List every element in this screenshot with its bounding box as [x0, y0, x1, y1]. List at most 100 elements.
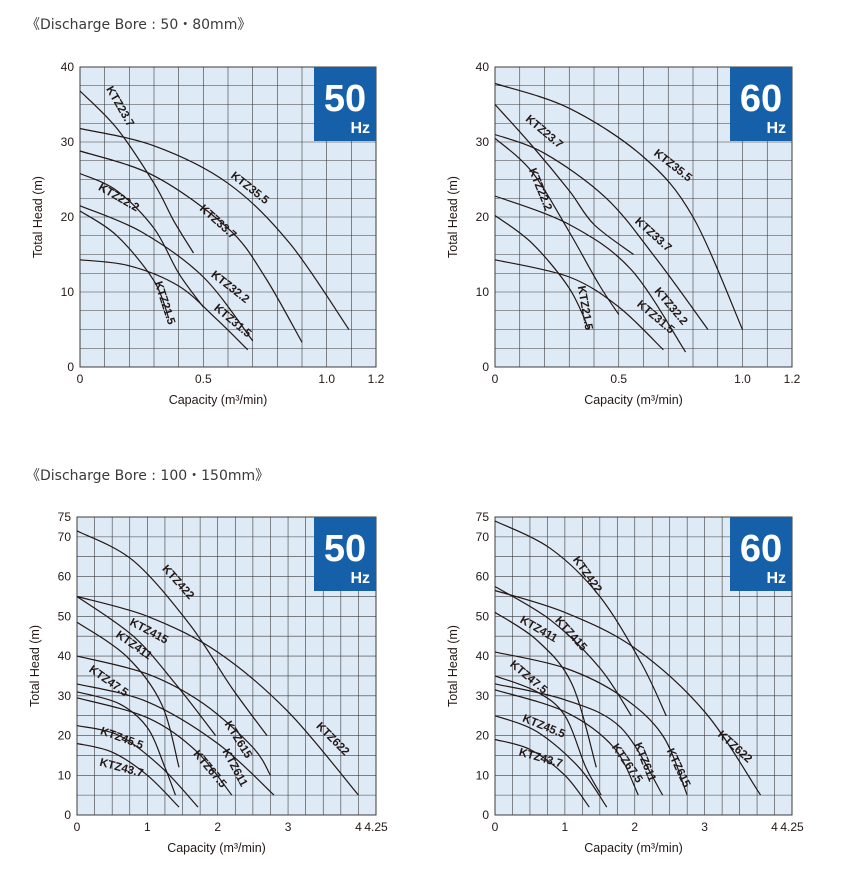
y-tick-label: 10 [476, 768, 490, 782]
series-line-ktz43-7 [76, 742, 180, 808]
series-line-ktz21-5 [79, 210, 170, 319]
series-line-ktz31-5 [494, 259, 664, 351]
y-tick-label: 20 [476, 729, 490, 743]
chart-3: 0 1 2 3 4 4.25 0 10 20 30 40 50 60 70 75 Capacity (m³/m… [28, 510, 388, 855]
series-line-ktz22-2 [494, 137, 620, 315]
series-line-ktz47-5 [494, 675, 602, 796]
series-line-ktz615 [76, 655, 272, 776]
badge-frequency-value: 50 [324, 528, 366, 570]
series-line-ktz67-5 [76, 697, 233, 796]
plot-frame [79, 66, 377, 368]
series-line-ktz33-7 [494, 133, 709, 330]
series-line-ktz22-2 [79, 172, 204, 308]
series-line-ktz611 [494, 683, 664, 796]
y-axis-title: Total Head (m) [31, 176, 45, 258]
y-tick-label: 30 [61, 135, 75, 149]
y-tick-label: 0 [64, 808, 71, 822]
badge-frequency-unit: Hz [350, 570, 370, 587]
series-line-ktz23-7 [494, 104, 634, 255]
series-line-ktz33-7 [79, 150, 303, 343]
series-line-ktz23-7 [79, 90, 195, 254]
y-tick-label: 0 [482, 360, 489, 374]
series-line-ktz47-5 [76, 691, 177, 796]
x-tick-label: 0 [77, 372, 84, 386]
series-line-ktz32-2 [494, 195, 687, 353]
x-tick-label: 0 [492, 820, 499, 834]
series-line-ktz415 [76, 596, 217, 736]
series-line-ktz45-5 [494, 715, 608, 808]
y-tick-label: 10 [476, 285, 490, 299]
x-tick-label: 2 [214, 820, 221, 834]
y-axis-title: Total Head (m) [446, 625, 460, 707]
y-tick-label: 20 [58, 729, 72, 743]
plot-frame [494, 66, 793, 368]
x-tick-label: 1.0 [318, 372, 335, 386]
y-tick-label: 30 [58, 689, 72, 703]
y-tick-label: 50 [58, 609, 72, 623]
badge-background [730, 517, 792, 591]
badge-frequency-value: 60 [740, 78, 782, 120]
y-tick-label: 60 [58, 570, 72, 584]
series-line-ktz67-5 [494, 689, 639, 796]
y-tick-label: 30 [476, 689, 490, 703]
x-axis-title: Capacity (m³/min) [167, 841, 266, 855]
series-line-ktz415 [494, 585, 632, 717]
series-line-ktz611 [76, 683, 275, 796]
y-tick-label: 10 [58, 768, 72, 782]
y-tick-label: 40 [61, 60, 75, 74]
x-tick-label: 3 [285, 820, 292, 834]
x-tick-label: 1.2 [784, 372, 801, 386]
series-line-ktz422 [76, 530, 268, 736]
x-tick-label: 0.5 [610, 372, 627, 386]
grid [80, 67, 376, 367]
y-tick-label: 20 [476, 210, 490, 224]
series-line-ktz35-5 [79, 127, 350, 330]
y-tick-label: 40 [476, 649, 490, 663]
chart-1: 0 0.5 1.0 1.2 0 10 20 30 40 Capacity (m³/min) Tota… [31, 60, 385, 407]
y-tick-label: 70 [58, 530, 72, 544]
y-tick-label: 20 [61, 210, 75, 224]
badge-frequency-value: 50 [324, 78, 366, 120]
y-tick-label: 75 [476, 510, 490, 524]
x-tick-label: 1.0 [734, 372, 751, 386]
series-line-ktz411 [76, 621, 180, 768]
x-tick-label: 4.25 [364, 820, 388, 834]
badge-frequency-unit: Hz [766, 570, 786, 587]
y-tick-label: 40 [476, 60, 490, 74]
y-tick-label: 70 [476, 530, 490, 544]
series-line-ktz422 [494, 520, 667, 716]
x-axis-title: Capacity (m³/min) [584, 393, 683, 407]
series-line-ktz21-5 [494, 215, 590, 330]
badge-background [730, 67, 792, 141]
badge-frequency-unit: Hz [766, 120, 786, 137]
y-tick-label: 30 [476, 135, 490, 149]
x-tick-label: 0 [492, 372, 499, 386]
section-title-large-bore: 《Discharge Bore : 100・150mm》 [26, 468, 270, 484]
chart-2: 0 0.5 1.0 1.2 0 10 20 30 40 Capacity (m³/min) Tota… [446, 60, 801, 407]
badge-frequency-value: 60 [740, 528, 782, 570]
section-title-small-bore: 《Discharge Bore : 50・80mm》 [26, 17, 252, 33]
plot-frame [76, 516, 377, 816]
x-tick-label: 1 [144, 820, 151, 834]
badge-frequency-unit: Hz [350, 120, 370, 137]
x-axis-title: Capacity (m³/min) [584, 841, 683, 855]
series-line-ktz45-5 [76, 725, 199, 808]
x-tick-label: 1 [562, 820, 569, 834]
plot-frame [494, 516, 793, 816]
y-tick-label: 60 [476, 570, 490, 584]
badge-background [314, 517, 376, 591]
series-line-ktz411 [494, 611, 597, 768]
chart-4: 0 1 2 3 4 4.25 0 10 20 30 40 50 60 70 75 Capacity (m³/m… [446, 510, 804, 855]
y-tick-label: 75 [58, 510, 72, 524]
series-line-ktz31-5 [79, 259, 249, 351]
series-line-ktz32-2 [79, 205, 254, 342]
y-tick-label: 0 [482, 808, 489, 822]
y-axis-title: Total Head (m) [28, 625, 42, 707]
y-tick-label: 10 [61, 285, 75, 299]
series-line-ktz35-5 [494, 82, 744, 330]
y-tick-label: 0 [67, 360, 74, 374]
x-tick-label: 3 [701, 820, 708, 834]
x-axis-title: Capacity (m³/min) [169, 393, 268, 407]
